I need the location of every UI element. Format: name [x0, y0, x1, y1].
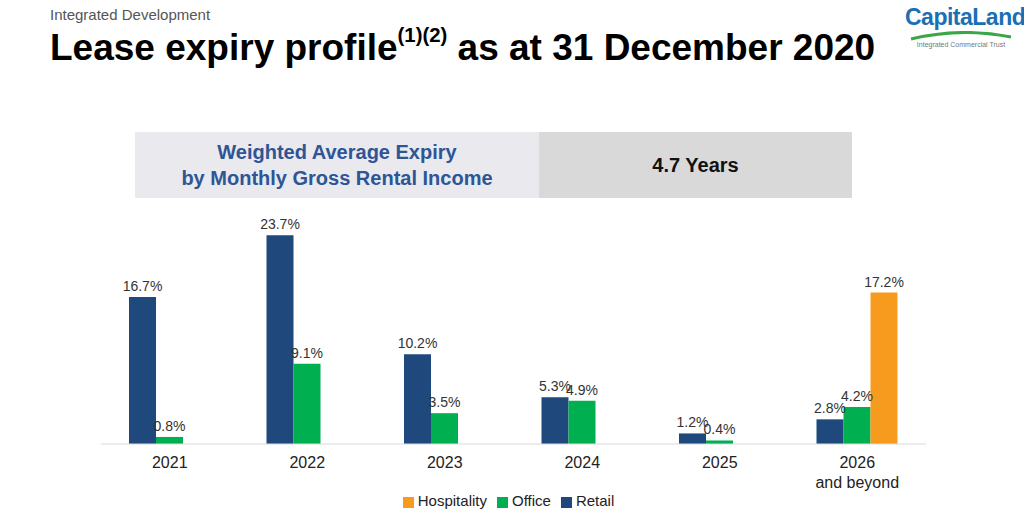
svg-text:1.2%: 1.2% [676, 414, 709, 431]
html-text:Office: Office [512, 492, 551, 509]
svg-text:0.4%: 0.4% [704, 421, 736, 437]
html-text:Integrated Development: Integrated Development [50, 6, 211, 23]
svg-text:4.9%: 4.9% [566, 382, 598, 398]
svg-text:2024: 2024 [564, 454, 600, 471]
html-text:Weighted Average Expiry: Weighted Average Expiry [217, 141, 457, 163]
svg-text:2.8%: 2.8% [814, 400, 846, 417]
html-text:Hospitality: Hospitality [417, 492, 487, 509]
svg-text:23.7%: 23.7% [260, 216, 300, 232]
html-text:Integrated Commercial Trust: Integrated Commercial Trust [916, 41, 1006, 48]
html-text:4.7 Years: 4.7 Years [652, 153, 739, 176]
html-text:Lease expiry profile(1) (2)as: Lease expiry profile(1) (2)as at 31 Dece… [50, 23, 876, 68]
svg-text:17.2%: 17.2% [864, 274, 904, 290]
svg-text:2025: 2025 [702, 454, 738, 471]
html-text:by Monthly Gross Rental Income: by Monthly Gross Rental Income [181, 167, 493, 189]
svg-text:9.1%: 9.1% [291, 345, 323, 361]
svg-text:10.2%: 10.2% [398, 335, 438, 351]
svg-text:4.2%: 4.2% [841, 388, 873, 404]
html-text:Retail: Retail [575, 492, 615, 509]
svg-text:2026and beyond: 2026and beyond [815, 454, 899, 491]
svg-text:2021: 2021 [152, 454, 188, 471]
svg-text:16.7%: 16.7% [123, 278, 163, 294]
svg-text:5.3%: 5.3% [539, 378, 571, 395]
svg-text:0.8%: 0.8% [154, 418, 186, 434]
svg-text:3.5%: 3.5% [429, 394, 461, 410]
svg-text:2023: 2023 [427, 454, 463, 471]
svg-text:2022: 2022 [289, 454, 325, 471]
